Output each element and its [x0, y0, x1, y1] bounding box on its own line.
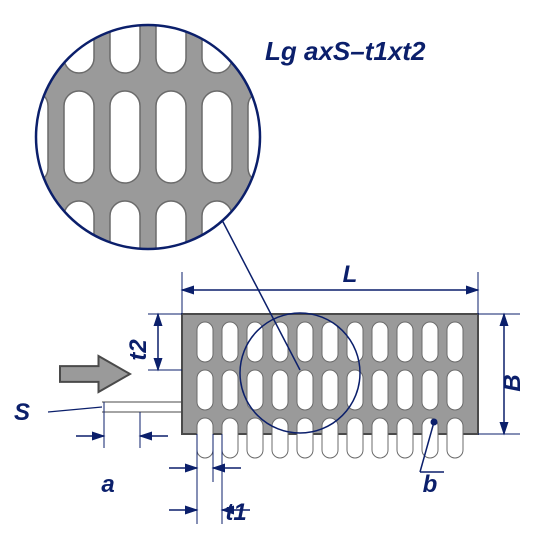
- slot: [447, 418, 463, 458]
- slot: [447, 322, 463, 362]
- slot: [247, 418, 263, 458]
- feed-direction-arrow-icon: [60, 356, 130, 392]
- slot: [197, 418, 213, 458]
- slot: [347, 322, 363, 362]
- slot: [272, 370, 288, 410]
- slot: [397, 322, 413, 362]
- slot: [222, 322, 238, 362]
- slot: [397, 370, 413, 410]
- slot: [222, 370, 238, 410]
- slot: [322, 322, 338, 362]
- slot: [322, 418, 338, 458]
- slot: [372, 322, 388, 362]
- slot: [447, 370, 463, 410]
- slot: [422, 370, 438, 410]
- dim-label: t1: [225, 499, 246, 526]
- diagram-svg: L Bt2 Sa t1 b: [0, 0, 550, 550]
- slot: [197, 322, 213, 362]
- dim-label: a: [101, 471, 114, 498]
- dim-label: B: [499, 374, 526, 391]
- slot: [372, 418, 388, 458]
- slot: [297, 418, 313, 458]
- slot: [422, 322, 438, 362]
- slot: [347, 418, 363, 458]
- slot: [322, 370, 338, 410]
- dim-label: t2: [125, 339, 152, 361]
- slot: [222, 418, 238, 458]
- dim-label: L: [343, 261, 358, 288]
- slot: [297, 370, 313, 410]
- formula-text: Lg axS–t1xt2: [265, 36, 425, 66]
- slot: [272, 418, 288, 458]
- dim-label: S: [14, 399, 30, 426]
- dim-label: b: [423, 471, 438, 498]
- slot: [397, 418, 413, 458]
- slot: [297, 322, 313, 362]
- slot: [372, 370, 388, 410]
- slot: [197, 370, 213, 410]
- formula-title: Lg axS–t1xt2: [265, 36, 425, 67]
